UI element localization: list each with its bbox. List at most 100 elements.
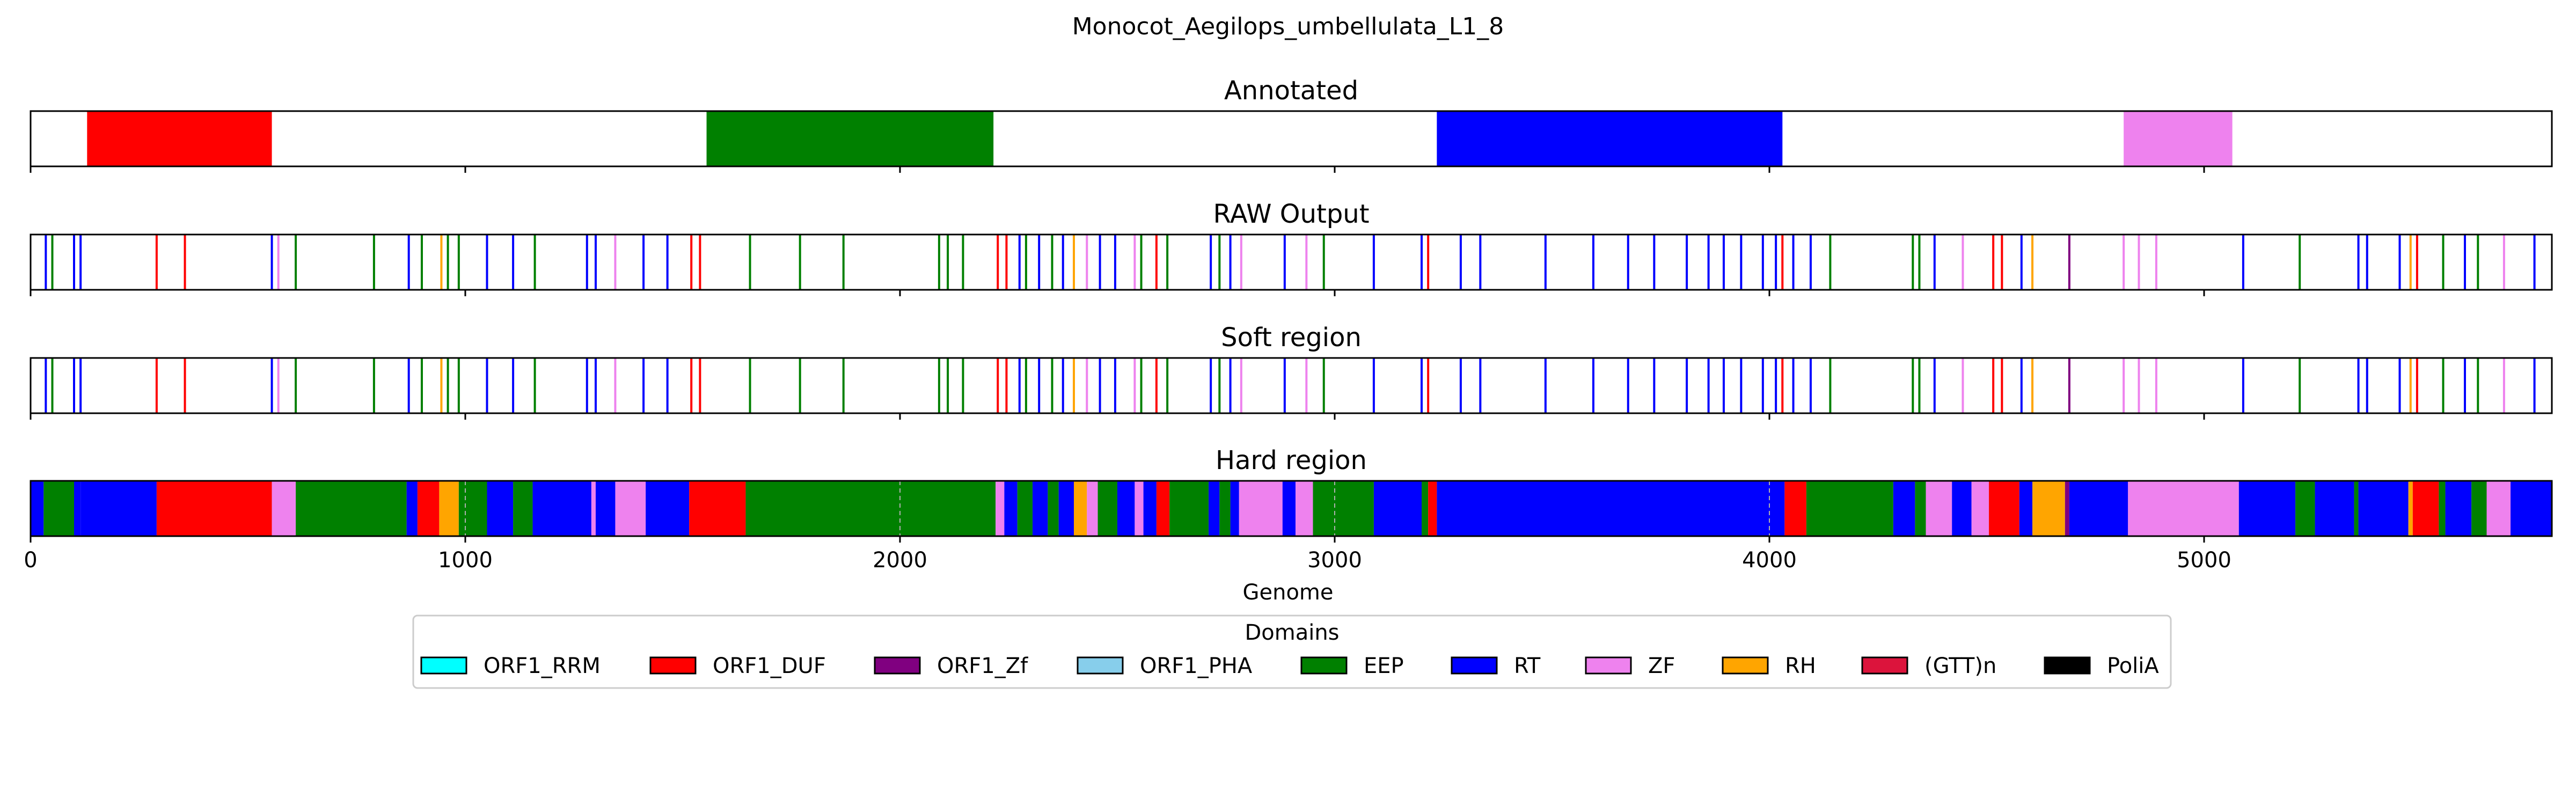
segment-RT [80,481,157,536]
segment-RT [2069,481,2128,536]
legend-entry-orf1-duf: ORF1_DUF [649,654,826,678]
legend-entry-rt: RT [1451,654,1541,678]
legend-swatch [1861,656,1908,675]
segment-ORF1_DUF [1784,481,1806,536]
segment-RT [1437,481,1785,536]
segment-ORF1_DUF [1156,481,1170,536]
legend-swatch [420,656,467,675]
segment-RT [74,481,81,536]
legend-entry-orf1-pha: ORF1_PHA [1077,654,1253,678]
legend-entry-orf1-zf: ORF1_Zf [874,654,1028,678]
legend-swatch [649,656,697,675]
segment-EEP [1422,481,1429,536]
segment-EEP [1017,481,1033,536]
segment-ZF [2124,111,2233,166]
segment-ZF [1135,481,1144,536]
segment-RT [1143,481,1157,536]
segment-RH [2408,481,2413,536]
segment-EEP [43,481,74,536]
segment-ZF [272,481,296,536]
x-tick-label: 0 [24,548,37,573]
panel-hard-region: Hard region [30,445,2553,543]
legend-entry--gtt-n: (GTT)n [1861,654,1996,678]
legend-swatch [1722,656,1769,675]
panel-raw-output: RAW Output [30,199,2553,296]
segment-EEP [1219,481,1231,536]
legend-title: Domains [1245,620,1339,645]
segment-RT [1230,481,1239,536]
segment-ZF [1239,481,1283,536]
segment-EEP [1915,481,1926,536]
legend-label: RT [1514,654,1541,678]
x-tick-label: 5000 [2177,548,2231,573]
segment-EEP [706,111,994,166]
panels: Annotated RAW Output Soft region Hard regio… [30,76,2553,543]
segment-RT [31,481,44,536]
x-tick-label: 2000 [873,548,927,573]
segment-RT [406,481,418,536]
segment-RT [2019,481,2033,536]
panel-frame [30,110,2553,167]
segment-ORF1_DUF [417,481,440,536]
x-tick-label: 4000 [1742,548,1797,573]
panel-background [31,358,2552,413]
legend-label: RH [1785,654,1816,678]
legend-entry-orf1-rrm: ORF1_RRM [420,654,601,678]
x-axis-label: Genome [1242,580,1333,605]
panel-frame [30,480,2553,537]
legend-label: ORF1_Zf [937,654,1028,678]
legend-label: ORF1_DUF [713,654,826,678]
segment-EEP [2354,481,2359,536]
segment-ORF1_DUF [1989,481,2019,536]
segment-ZF [615,481,646,536]
segment-ZF [591,481,596,536]
segment-RT [1893,481,1915,536]
segment-ZF [1087,481,1098,536]
segment-ZF [1926,481,1952,536]
segment-RT [1033,481,1048,536]
legend-label: ORF1_RRM [484,654,601,678]
x-axis: 0 1000 2000 3000 4000 5000 [24,548,2231,573]
panel-title: Hard region [1216,445,1367,475]
panel-frame [30,233,2553,291]
segment-EEP [296,481,407,536]
segment-RT [1058,481,1074,536]
segment-EEP [1169,481,1209,536]
segment-RT [487,481,514,536]
segment-EEP [1048,481,1059,536]
segment-RH [439,481,459,536]
legend-label: PoliA [2107,654,2159,678]
panel-title: Soft region [1221,323,1362,353]
legend-swatch [1077,656,1124,675]
segment-EEP [513,481,533,536]
legend-swatch [1300,656,1348,675]
segment-ORF1_DUF [156,481,272,536]
segment-ZF [1971,481,1989,536]
legend-swatch [2044,656,2091,675]
panel-title: Annotated [1224,76,1358,106]
segment-RT [2358,481,2409,536]
segment-RT [646,481,690,536]
segment-ORF1_DUF [2412,481,2439,536]
panel-background [31,235,2552,290]
legend-swatch [1585,656,1632,675]
segment-ZF [1296,481,1313,536]
panel-soft-region: Soft region [30,323,2553,420]
segment-EEP [1806,481,1893,536]
panel-annotated: Annotated [30,76,2553,173]
segment-RT [1437,111,1783,166]
legend-swatch [1451,656,1498,675]
segment-EEP [2295,481,2315,536]
segment-EEP [1097,481,1117,536]
segment-ZF [996,481,1005,536]
segment-RT [1952,481,1972,536]
panel-frame [30,357,2553,414]
segment-RH [1074,481,1087,536]
legend-entry-rh: RH [1722,654,1816,678]
segment-ZF [2486,481,2511,536]
segment-RT [1282,481,1296,536]
x-tick-label: 3000 [1307,548,1362,573]
segment-RH [2032,481,2065,536]
segment-RT [1117,481,1135,536]
